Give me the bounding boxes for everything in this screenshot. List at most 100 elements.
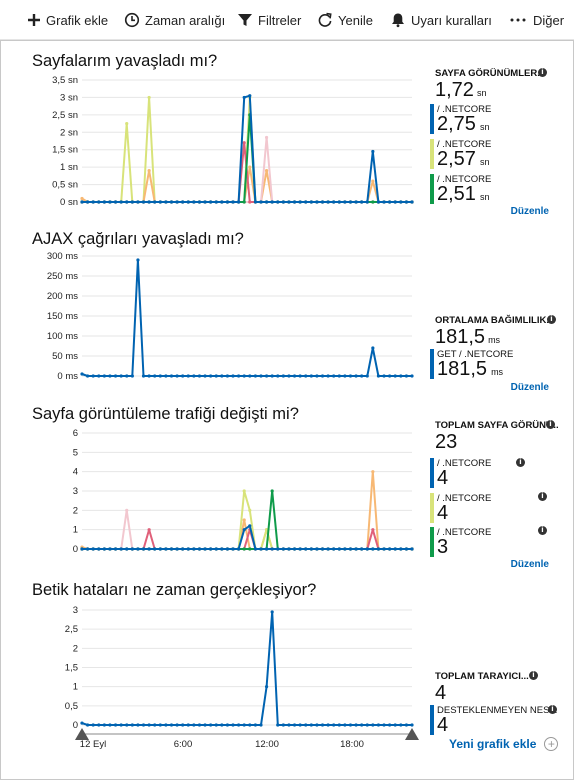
ajax-metrics: ORTALAMA BAĞIMLILIK... i 181,5 ms GET / .… <box>430 230 570 394</box>
add-chart-button[interactable]: Grafik ekle <box>27 10 108 30</box>
data-point <box>264 547 269 551</box>
series-number: 2,57 <box>437 148 476 170</box>
info-icon[interactable]: i <box>546 420 555 429</box>
x-tick-label: 6:00 <box>174 739 193 750</box>
info-icon[interactable]: i <box>547 315 556 324</box>
data-point <box>309 547 313 551</box>
edit-link[interactable]: Düzenle <box>510 206 549 217</box>
page-speed-chart-svg: 0 sn 0,5 sn 1 sn 1,5 sn 2 sn 2,5 sn 3 sn 3,5 sn <box>52 75 414 208</box>
summary-value: 4 <box>435 682 446 705</box>
data-point <box>287 200 291 204</box>
data-point <box>147 547 151 551</box>
series-label: / .NETCORE <box>437 104 492 115</box>
data-point <box>169 723 174 727</box>
data-point <box>248 94 252 98</box>
summary-number: 23 <box>435 431 458 453</box>
data-point <box>348 374 353 378</box>
data-point <box>320 200 325 204</box>
bell-icon <box>392 13 404 28</box>
data-point <box>281 547 285 551</box>
data-point <box>203 723 207 727</box>
data-point <box>197 200 202 204</box>
data-point <box>371 179 375 183</box>
refresh-icon <box>318 12 332 27</box>
page-speed-chart[interactable]: 0 sn 0,5 sn 1 sn 1,5 sn 2 sn 2,5 sn 3 sn 3,5 sn <box>0 52 420 230</box>
more-button[interactable]: Diğer <box>510 10 564 30</box>
data-point <box>113 723 118 727</box>
data-point <box>354 374 358 378</box>
data-point <box>102 723 106 727</box>
data-point <box>326 547 330 551</box>
range-end-handle[interactable] <box>405 728 419 740</box>
data-point <box>102 200 106 204</box>
y-tick-label: 2,5 sn <box>52 110 78 121</box>
data-point <box>242 141 246 145</box>
data-point <box>304 723 308 727</box>
data-point <box>130 374 134 378</box>
data-point <box>393 374 397 378</box>
y-tick-label: 3 <box>73 605 78 616</box>
data-point <box>158 200 162 204</box>
data-point <box>197 547 202 551</box>
series-value: 4 <box>437 714 448 737</box>
data-point <box>80 372 84 376</box>
script-errors-chart[interactable]: 0 0,5 1 1,5 2 2,5 3 12 Eyl 6:00 12:00 18:00 <box>0 581 420 757</box>
data-point <box>97 374 101 378</box>
data-point <box>343 547 347 551</box>
y-tick-label: 2 <box>73 505 78 516</box>
data-point <box>371 723 375 727</box>
data-point <box>365 200 369 204</box>
data-point <box>119 200 123 204</box>
time-range-button[interactable]: Zaman aralığı <box>124 10 225 30</box>
info-icon[interactable]: i <box>538 68 547 77</box>
data-point <box>248 723 252 727</box>
data-point <box>220 723 224 727</box>
alert-rules-button[interactable]: Uyarı kuralları <box>390 10 492 30</box>
refresh-button[interactable]: Yenile <box>317 10 373 30</box>
series-label: / .NETCORE <box>437 174 492 185</box>
series-value: 4 <box>437 467 448 490</box>
data-point <box>203 374 207 378</box>
info-icon[interactable]: i <box>538 526 547 535</box>
summary-number: 1,72 <box>435 79 474 101</box>
info-icon[interactable]: i <box>529 671 538 680</box>
info-icon[interactable]: i <box>516 458 525 467</box>
data-point <box>181 547 185 551</box>
filters-button[interactable]: Filtreler <box>237 10 301 30</box>
data-point <box>393 200 397 204</box>
data-point <box>91 723 95 727</box>
series-number: 4 <box>437 502 449 524</box>
traffic-chart[interactable]: 0 1 2 3 4 5 6 <box>0 405 420 575</box>
data-point <box>237 547 241 551</box>
data-point <box>164 723 168 727</box>
data-point <box>125 508 129 512</box>
summary-number: 4 <box>435 682 447 704</box>
data-point <box>242 547 246 551</box>
add-circle-icon: + <box>544 737 559 751</box>
edit-link[interactable]: Düzenle <box>510 382 549 393</box>
data-point <box>315 200 319 204</box>
new-chart-button[interactable]: Yeni grafik ekle + <box>449 737 559 751</box>
data-point <box>147 723 151 727</box>
data-point <box>141 374 146 378</box>
edit-link[interactable]: Düzenle <box>510 559 549 570</box>
y-tick-label: 0 sn <box>60 197 78 208</box>
data-point <box>231 723 235 727</box>
summary-label: SAYFA GÖRÜNÜMLER... <box>435 68 546 79</box>
ajax-chart[interactable]: 0 ms 50 ms 100 ms 150 ms 200 ms 250 ms 300 ms <box>0 230 420 394</box>
data-point <box>388 547 392 551</box>
y-tick-label: 1 sn <box>60 162 78 173</box>
series-unit: ms <box>491 367 504 377</box>
data-point <box>348 723 353 727</box>
data-point <box>332 547 336 551</box>
y-tick-label: 2 <box>73 643 78 654</box>
range-start-handle[interactable] <box>75 728 89 740</box>
series-label: / .NETCORE <box>437 139 492 150</box>
data-point <box>399 374 403 378</box>
info-icon[interactable]: i <box>538 492 547 501</box>
info-icon[interactable]: i <box>548 705 557 714</box>
new-chart-label: Yeni grafik ekle <box>449 737 537 751</box>
summary-unit: ms <box>488 335 501 345</box>
data-point <box>388 723 392 727</box>
data-point <box>80 721 84 725</box>
